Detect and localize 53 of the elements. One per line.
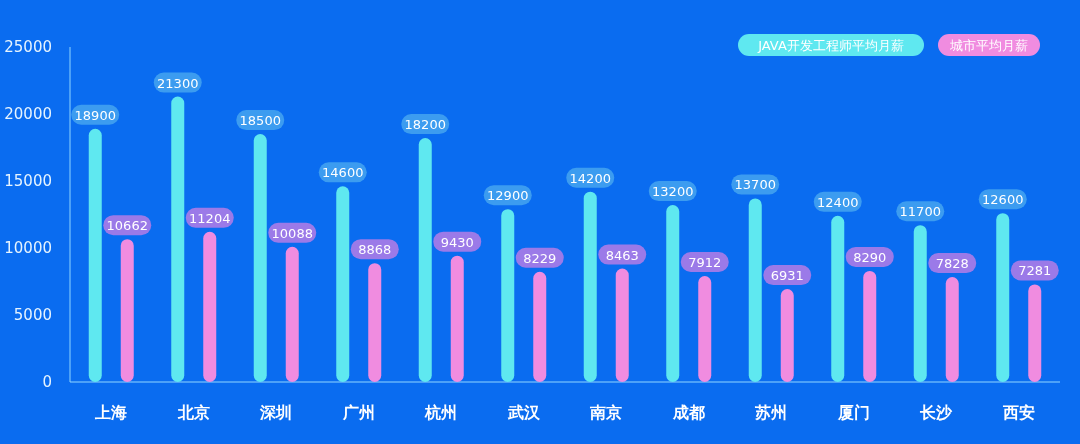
x-tick-label: 北京 xyxy=(176,403,210,422)
bar xyxy=(285,246,299,382)
bar xyxy=(450,255,464,382)
x-tick-label: 成都 xyxy=(671,403,705,422)
bar xyxy=(583,191,597,382)
y-tick-label: 0 xyxy=(42,373,52,391)
bar xyxy=(418,138,432,382)
bar xyxy=(501,209,515,382)
x-tick-label: 西安 xyxy=(1001,403,1035,422)
x-tick-label: 武汉 xyxy=(506,403,541,422)
x-tick-label: 苏州 xyxy=(754,403,788,422)
bar xyxy=(615,268,629,382)
x-tick-label: 厦门 xyxy=(836,403,870,422)
data-label: 7281 xyxy=(1018,263,1052,279)
bar xyxy=(1028,284,1042,382)
x-tick-label: 深圳 xyxy=(259,403,293,422)
data-label: 8463 xyxy=(605,247,639,263)
x-tick-label: 南京 xyxy=(589,403,623,422)
bar xyxy=(996,213,1010,382)
text: 城市平均月薪 xyxy=(949,38,1028,53)
data-label: 8290 xyxy=(853,249,887,265)
text: JAVA开发工程师平均月薪 xyxy=(757,38,904,53)
x-tick-label: 上海 xyxy=(94,403,128,422)
bar xyxy=(780,289,794,382)
bar xyxy=(203,231,217,382)
bar xyxy=(120,239,134,382)
y-tick-label: 20000 xyxy=(4,105,52,123)
data-label: 7912 xyxy=(688,254,722,270)
bar xyxy=(533,271,547,382)
x-tick-label: 杭州 xyxy=(424,403,458,422)
bar xyxy=(831,215,845,382)
data-label: 8868 xyxy=(358,242,392,258)
x-tick-label: 广州 xyxy=(341,403,375,422)
bar xyxy=(88,128,102,382)
y-tick-label: 25000 xyxy=(4,38,52,56)
bar xyxy=(336,186,350,382)
data-label: 7828 xyxy=(935,256,969,272)
x-tick-label: 长沙 xyxy=(919,403,954,422)
bar xyxy=(666,205,680,382)
bar xyxy=(945,277,959,382)
data-label: 6931 xyxy=(770,268,804,284)
bar xyxy=(863,270,877,382)
bar xyxy=(253,134,267,382)
bar xyxy=(171,96,185,382)
bar xyxy=(698,275,712,382)
data-label: 8229 xyxy=(523,250,557,266)
bar xyxy=(913,225,927,382)
y-tick-label: 5000 xyxy=(13,306,52,324)
data-label: 9430 xyxy=(440,234,474,250)
bar xyxy=(368,263,382,382)
y-tick-label: 10000 xyxy=(4,239,52,257)
bar xyxy=(748,198,762,382)
y-tick-label: 15000 xyxy=(4,172,52,190)
